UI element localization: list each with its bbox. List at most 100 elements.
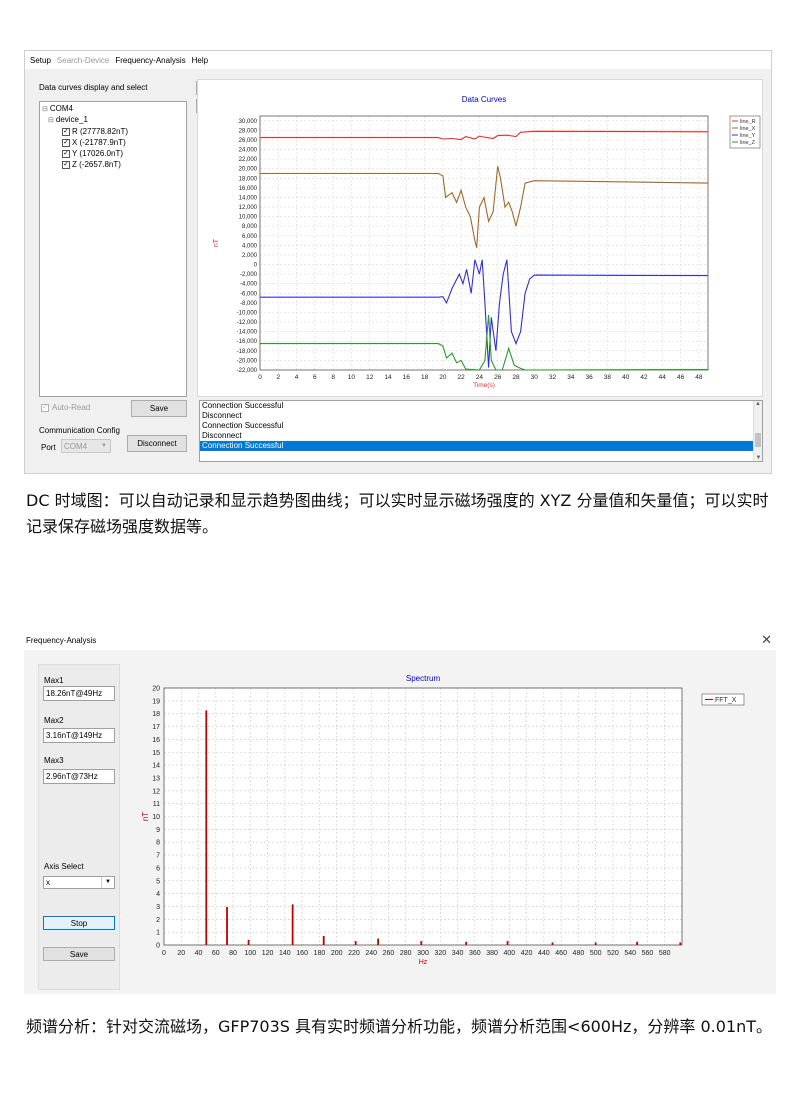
y-tick-label: 9: [156, 827, 160, 834]
spectrum-bar: [291, 904, 294, 945]
y-tick-label: 1: [156, 930, 160, 937]
y-axis-label: nT: [213, 238, 220, 247]
spectrum-bar: [354, 941, 357, 945]
scroll-down-icon[interactable]: ▼: [755, 455, 762, 461]
checkbox-icon: ✓: [41, 403, 49, 412]
connection-log[interactable]: Connection Successful Disconnect Connect…: [199, 400, 763, 462]
scroll-thumb[interactable]: [755, 433, 761, 447]
legend-label: line_X: [740, 126, 756, 132]
spectrum-bar: [420, 941, 423, 945]
x-tick-label: 380: [486, 950, 498, 957]
tree-root[interactable]: ⊟ COM4: [42, 104, 73, 113]
log-line: Connection Successful: [202, 421, 284, 430]
save-button[interactable]: Save: [43, 947, 115, 961]
menu-frequency-analysis[interactable]: Frequency-Analysis: [115, 55, 186, 65]
tree-channel-y[interactable]: ✓ Y (17026.0nT): [62, 149, 123, 158]
log-scrollbar[interactable]: ▲ ▼: [753, 401, 762, 461]
legend-box: [701, 693, 745, 706]
disconnect-button[interactable]: Disconnect: [127, 435, 187, 452]
port-select: COM4 ▼: [61, 439, 111, 453]
stop-button[interactable]: Stop: [43, 916, 115, 930]
tree-device[interactable]: ⊟ device_1: [48, 115, 88, 124]
x-tick-label: 22: [458, 374, 466, 381]
y-tick-label: 0: [254, 263, 258, 269]
y-tick-label: 8,000: [242, 224, 258, 230]
y-tick-label: 18,000: [239, 176, 258, 182]
checkbox-icon[interactable]: ✓: [62, 160, 70, 169]
y-tick-label: 4: [156, 891, 160, 898]
y-tick-label: 6: [156, 865, 160, 872]
legend-label: line_Z: [740, 140, 756, 146]
y-tick-label: 3: [156, 904, 160, 911]
y-tick-label: 19: [152, 698, 160, 705]
y-tick-label: 22,000: [239, 157, 258, 163]
x-tick-label: 200: [331, 950, 343, 957]
close-icon[interactable]: ✕: [761, 632, 772, 647]
y-tick-label: -20,000: [237, 358, 258, 364]
x-tick-label: 40: [622, 374, 630, 381]
x-tick-label: 560: [642, 950, 654, 957]
y-tick-label: 13: [152, 775, 160, 782]
x-tick-label: 580: [659, 950, 671, 957]
x-tick-label: 220: [348, 950, 360, 957]
max1-label: Max1: [44, 676, 64, 685]
x-tick-label: 40: [195, 950, 203, 957]
fa-titlebar: Frequency-Analysis ✕: [24, 630, 776, 650]
y-tick-label: -16,000: [237, 339, 258, 345]
window-title: Frequency-Analysis: [26, 635, 97, 645]
y-tick-label: 12,000: [239, 205, 258, 211]
scroll-up-icon[interactable]: ▲: [755, 401, 761, 407]
spectrum-bar: [322, 936, 325, 945]
y-tick-label: 0: [156, 943, 160, 950]
x-tick-label: 260: [383, 950, 395, 957]
tree-channel-z[interactable]: ✓ Z (-2657.8nT): [62, 160, 121, 169]
x-tick-label: 24: [476, 374, 484, 381]
spectrum-bar: [636, 941, 639, 945]
tree-channel-r[interactable]: ✓ R (27778.82nT): [62, 127, 128, 136]
x-tick-label: 320: [434, 950, 446, 957]
port-value: COM4: [64, 441, 88, 451]
max1-field: 18.26nT@49Hz: [43, 686, 115, 701]
y-tick-label: 15: [152, 750, 160, 757]
y-tick-label: 28,000: [239, 128, 258, 134]
y-axis-label: nT: [141, 812, 150, 821]
axis-select-label: Axis Select: [44, 862, 84, 871]
tree-channel-x[interactable]: ✓ X (-21787.9nT): [62, 138, 126, 147]
checkbox-icon[interactable]: ✓: [62, 149, 70, 158]
collapse-icon[interactable]: ⊟: [48, 116, 54, 124]
save-button[interactable]: Save: [131, 400, 187, 417]
port-label: Port: [41, 443, 56, 452]
x-tick-label: 28: [512, 374, 520, 381]
x-tick-label: 440: [538, 950, 550, 957]
y-tick-label: 26,000: [239, 138, 258, 144]
x-tick-label: 0: [162, 950, 166, 957]
x-tick-label: 18: [421, 374, 429, 381]
collapse-icon[interactable]: ⊟: [42, 105, 48, 113]
tree-device-label: device_1: [55, 115, 88, 124]
x-tick-label: 280: [400, 950, 412, 957]
series-line-line_Y: [260, 259, 709, 368]
x-tick-label: 300: [417, 950, 429, 957]
chevron-down-icon[interactable]: ▼: [101, 877, 114, 888]
channel-label: X (-21787.9nT): [72, 138, 126, 147]
y-tick-label: -14,000: [237, 330, 258, 336]
auto-read-checkbox: ✓ Auto-Read: [41, 403, 90, 412]
x-axis-label: Hz: [419, 959, 428, 966]
spectrum-bar: [226, 906, 228, 945]
y-tick-label: 24,000: [239, 148, 258, 154]
axis-select[interactable]: x ▼: [43, 876, 115, 889]
y-tick-label: 14,000: [239, 195, 258, 201]
y-tick-label: 12: [152, 788, 160, 795]
y-tick-label: 16: [152, 737, 160, 744]
menu-setup[interactable]: Setup: [30, 55, 51, 65]
checkbox-icon[interactable]: ✓: [62, 127, 70, 136]
data-curves-chart: Data Curves 0 2 4 6 8 10 12 14 16 18 20 22 24 26 28 30 32…: [197, 79, 763, 397]
menu-help[interactable]: Help: [191, 55, 209, 65]
x-tick-label: 180: [314, 950, 326, 957]
checkbox-icon[interactable]: ✓: [62, 138, 70, 147]
y-tick-label: 20,000: [239, 167, 258, 173]
menu-search-device: Search-Device: [56, 55, 110, 65]
x-tick-label: 0: [258, 374, 262, 381]
y-tick-label: 7: [156, 853, 160, 860]
